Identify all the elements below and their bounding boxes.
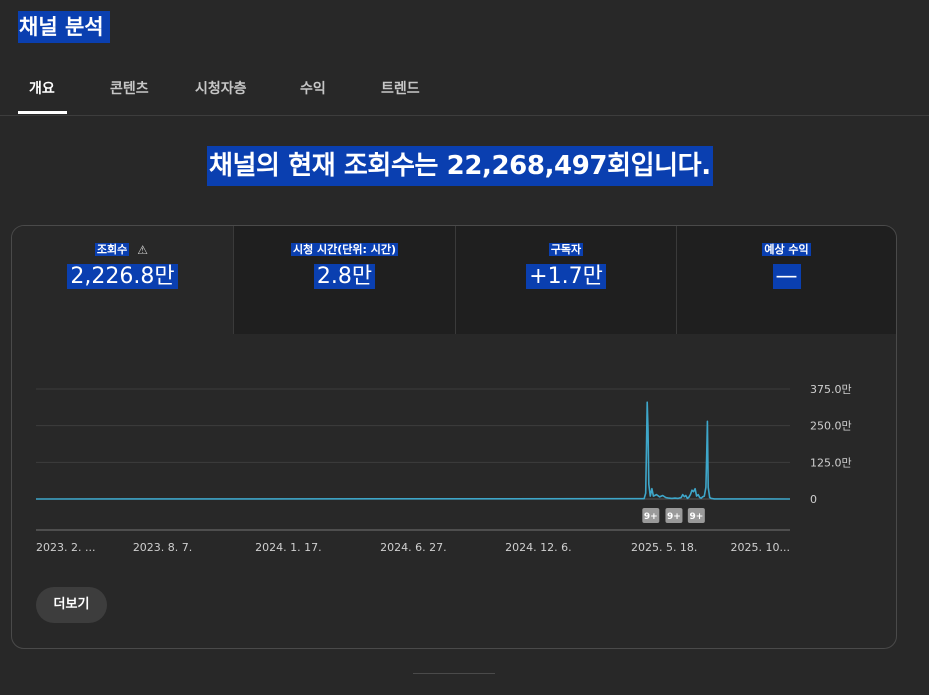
views-chart: 375.0만 250.0만 125.0만 0 2023. 2. ... 2023. 8. … (12, 334, 896, 564)
tab-overview[interactable]: 개요 (29, 81, 55, 97)
metric-label: 조회수 (94, 243, 130, 256)
divider (676, 226, 677, 334)
divider (455, 226, 456, 334)
metric-value: 2,226.8만 (67, 264, 178, 289)
annotation-badge (642, 508, 660, 523)
annotation-badge (665, 508, 683, 523)
annotation-label: 9+ (667, 512, 681, 522)
chart-svg: 375.0만 250.0만 125.0만 0 2023. 2. ... 2023. 8. … (35, 383, 852, 554)
x-tick-label: 2023. 2. ... (36, 541, 95, 554)
metric-value: 2.8만 (313, 264, 376, 289)
views-series-line (35, 401, 791, 500)
annotation-badge (687, 508, 705, 523)
overview-card: 조회수 ⚠ 2,226.8만 시청 시간(단위: 시간) 2.8만 구독자 +1.… (11, 225, 897, 649)
annotation-label: 9+ (644, 512, 658, 522)
divider (233, 226, 234, 334)
tab-bar: 개요 콘텐츠 시청자층 수익 트렌드 (0, 70, 929, 116)
tab-trends[interactable]: 트렌드 (381, 81, 420, 97)
y-tick-label: 375.0만 (810, 383, 852, 396)
more-button[interactable]: 더보기 (36, 587, 107, 623)
y-tick-label: 250.0만 (810, 420, 852, 433)
metric-value: — (772, 264, 801, 289)
x-tick-label: 2025. 10... (731, 541, 790, 554)
x-tick-label: 2024. 1. 17. (255, 541, 321, 554)
headline: 채널의 현재 조회수는 22,268,497회입니다. (207, 146, 713, 186)
tab-revenue[interactable]: 수익 (300, 81, 326, 97)
page-title: 채널 분석 (18, 11, 110, 43)
metric-subscribers[interactable]: 구독자 +1.7만 (456, 226, 676, 334)
metric-value: +1.7만 (526, 264, 606, 289)
tab-audience[interactable]: 시청자층 (195, 81, 247, 97)
metric-label: 구독자 (548, 243, 584, 256)
tab-content[interactable]: 콘텐츠 (110, 81, 149, 97)
annotation-label: 9+ (689, 512, 703, 522)
x-tick-label: 2023. 8. 7. (133, 541, 192, 554)
metric-label: 시청 시간(단위: 시간) (290, 243, 399, 256)
active-tab-indicator (18, 111, 67, 114)
metric-estimated-revenue[interactable]: 예상 수익 — (677, 226, 896, 334)
x-tick-label: 2024. 12. 6. (505, 541, 571, 554)
warning-icon[interactable]: ⚠ (137, 243, 149, 257)
x-tick-label: 2024. 6. 27. (380, 541, 446, 554)
metric-watch-time[interactable]: 시청 시간(단위: 시간) 2.8만 (234, 226, 455, 334)
x-tick-label: 2025. 5. 18. (631, 541, 697, 554)
y-tick-label: 125.0만 (810, 456, 852, 469)
metric-tabs: 조회수 ⚠ 2,226.8만 시청 시간(단위: 시간) 2.8만 구독자 +1.… (12, 226, 896, 334)
bottom-divider (413, 673, 495, 674)
y-tick-label: 0 (810, 493, 817, 506)
metric-views[interactable]: 조회수 ⚠ 2,226.8만 (12, 226, 233, 334)
metric-label: 예상 수익 (762, 243, 811, 256)
